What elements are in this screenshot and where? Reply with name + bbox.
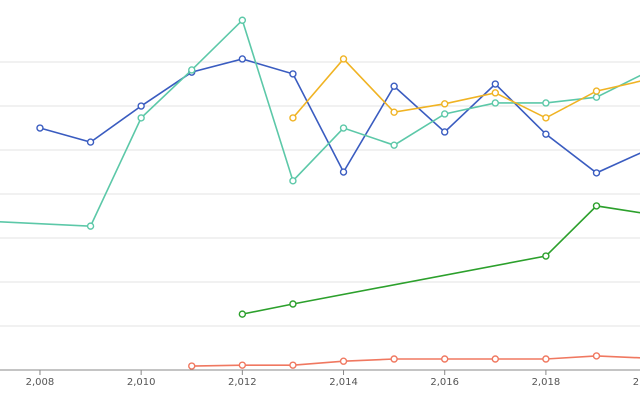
x-tick-label: 2,014 bbox=[329, 377, 358, 388]
series-line bbox=[191, 355, 640, 367]
point bbox=[339, 124, 348, 132]
point bbox=[441, 128, 449, 136]
point bbox=[390, 108, 398, 116]
point bbox=[86, 222, 95, 230]
point bbox=[238, 55, 247, 63]
point bbox=[339, 168, 348, 176]
x-tick-label: 2,016 bbox=[430, 377, 459, 388]
x-tick-label: 2,008 bbox=[26, 377, 55, 388]
point bbox=[289, 300, 297, 308]
point bbox=[238, 310, 247, 318]
point bbox=[188, 66, 196, 74]
point bbox=[592, 169, 601, 177]
point bbox=[339, 357, 348, 365]
point bbox=[238, 361, 247, 369]
series-line bbox=[292, 57, 640, 119]
series-line bbox=[0, 18, 640, 227]
point bbox=[339, 55, 348, 63]
point bbox=[491, 99, 500, 107]
x-tick-label: 2,020 bbox=[633, 377, 640, 388]
point bbox=[542, 99, 550, 107]
point bbox=[592, 87, 601, 95]
point bbox=[36, 124, 44, 132]
point bbox=[289, 70, 297, 78]
point bbox=[441, 355, 449, 363]
x-axis: 2,008 2,010 2,012 2,014 2,016 2,018 2,020 bbox=[0, 369, 640, 388]
point bbox=[592, 352, 601, 360]
point bbox=[542, 355, 550, 363]
point bbox=[289, 177, 297, 185]
x-tick-label: 2,010 bbox=[127, 377, 156, 388]
point bbox=[592, 202, 601, 210]
point bbox=[390, 82, 398, 90]
point bbox=[542, 252, 550, 260]
point bbox=[137, 102, 145, 110]
point bbox=[86, 138, 95, 146]
point bbox=[441, 100, 449, 108]
grid bbox=[0, 61, 640, 371]
point bbox=[491, 80, 500, 88]
x-tick-label: 2,018 bbox=[532, 377, 561, 388]
plot-area bbox=[0, 16, 640, 370]
point bbox=[390, 355, 398, 363]
point bbox=[289, 361, 297, 369]
point bbox=[188, 362, 196, 370]
point bbox=[542, 114, 550, 122]
point bbox=[390, 141, 398, 149]
point bbox=[542, 130, 550, 138]
point bbox=[137, 114, 145, 122]
point bbox=[592, 93, 601, 101]
point bbox=[491, 89, 500, 97]
point bbox=[289, 114, 297, 122]
point bbox=[441, 110, 449, 118]
x-tick-label: 2,012 bbox=[228, 377, 257, 388]
point bbox=[491, 355, 500, 363]
series-line bbox=[242, 205, 640, 315]
point bbox=[238, 16, 247, 24]
